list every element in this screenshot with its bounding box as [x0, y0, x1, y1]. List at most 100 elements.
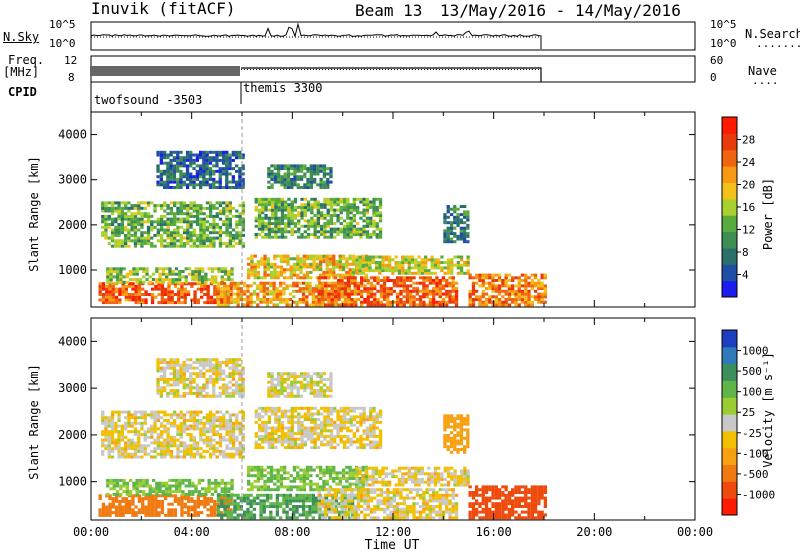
- velocity-cell: [308, 507, 312, 511]
- power-cell: [300, 205, 304, 209]
- power-cell: [192, 161, 196, 165]
- power-cell: [157, 301, 161, 305]
- velocity-cell: [154, 513, 158, 517]
- velocity-cell: [228, 391, 232, 395]
- power-cell: [366, 279, 370, 282]
- nsky-right-tick-bottom: 10^0: [710, 37, 737, 50]
- power-cell: [200, 295, 204, 299]
- velocity-cell: [120, 452, 124, 456]
- power-cell: [119, 267, 123, 271]
- power-cell: [185, 177, 190, 181]
- power-cell: [150, 201, 154, 205]
- power-cell: [445, 281, 449, 285]
- power-cell: [106, 270, 110, 273]
- velocity-cell: [247, 474, 251, 478]
- power-cell: [120, 217, 124, 221]
- power-cell: [231, 236, 236, 240]
- power-cell: [213, 298, 217, 302]
- power-cell: [376, 289, 380, 293]
- power-cell: [329, 227, 334, 231]
- power-cell: [185, 172, 190, 176]
- power-cell: [305, 262, 310, 266]
- power-cell: [156, 180, 160, 184]
- velocity-cell: [110, 427, 115, 431]
- power-cell: [184, 280, 188, 284]
- power-cell: [212, 180, 216, 184]
- velocity-cell: [223, 493, 227, 497]
- nsky-left-tick-top: 10^5: [49, 18, 76, 31]
- velocity-cell: [128, 499, 132, 503]
- power-cell: [530, 279, 534, 282]
- power-cell: [107, 242, 111, 245]
- power-cell: [437, 258, 441, 262]
- power-cell: [366, 303, 370, 307]
- velocity-cell: [259, 499, 263, 503]
- freq-right-tick-bottom: 0: [710, 71, 717, 84]
- power-cell: [243, 281, 247, 285]
- power-cell: [494, 289, 498, 293]
- power-cell: [166, 204, 170, 208]
- power-cell: [129, 272, 133, 276]
- power-cell: [362, 233, 366, 236]
- power-cell: [445, 289, 449, 293]
- power-cell: [443, 218, 447, 222]
- power-cell: [339, 230, 343, 234]
- velocity-cell: [145, 484, 149, 488]
- power-cell: [456, 255, 460, 259]
- velocity-cell: [361, 482, 365, 486]
- power-cell: [228, 158, 232, 162]
- power-cell: [186, 217, 190, 221]
- power-cell: [339, 200, 343, 204]
- velocity-cell: [117, 430, 121, 434]
- power-cell: [349, 230, 353, 234]
- velocity-cell: [185, 391, 190, 395]
- power-cell: [222, 212, 226, 216]
- power-cell: [241, 242, 245, 245]
- velocity-cell: [347, 502, 351, 506]
- velocity-cell: [128, 508, 132, 512]
- power-cell: [235, 150, 239, 154]
- power-cell: [468, 295, 472, 299]
- power-cell: [189, 175, 193, 179]
- power-cell: [327, 295, 331, 299]
- power-cell: [316, 216, 320, 220]
- power-cell: [514, 300, 518, 304]
- power-cell: [453, 210, 457, 214]
- power-cell: [382, 289, 387, 293]
- power-cell: [189, 225, 193, 229]
- velocity-cell: [273, 468, 277, 472]
- power-cell: [329, 180, 333, 184]
- power-cell: [417, 255, 421, 259]
- velocity-cell: [192, 361, 196, 364]
- power-cell: [184, 267, 188, 271]
- power-cell: [323, 224, 327, 228]
- power-cell: [122, 280, 126, 284]
- power-cell: [468, 289, 472, 293]
- power-cell: [179, 183, 183, 187]
- velocity-cell: [182, 427, 187, 431]
- velocity-cell: [235, 389, 239, 393]
- velocity-cell: [205, 394, 209, 398]
- power-cell: [130, 220, 134, 224]
- velocity-cell: [182, 375, 186, 378]
- power-cell: [254, 233, 258, 236]
- velocity-cell: [189, 380, 193, 384]
- velocity-cell: [107, 452, 111, 456]
- power-cell: [115, 267, 120, 271]
- power-cell: [351, 300, 355, 304]
- power-cell: [212, 236, 216, 240]
- velocity-cell: [285, 513, 289, 517]
- power-cell: [118, 301, 122, 305]
- power-cell: [325, 262, 329, 266]
- power-cell: [299, 276, 303, 280]
- power-cell: [501, 279, 505, 282]
- power-cell: [166, 164, 170, 168]
- power-cell: [159, 172, 163, 176]
- power-cell: [478, 300, 482, 304]
- velocity-cell: [112, 487, 116, 491]
- velocity-cell: [156, 391, 160, 395]
- power-cell: [537, 284, 541, 288]
- power-cell: [305, 254, 310, 258]
- power-cell: [333, 211, 337, 215]
- velocity-cell: [101, 433, 105, 436]
